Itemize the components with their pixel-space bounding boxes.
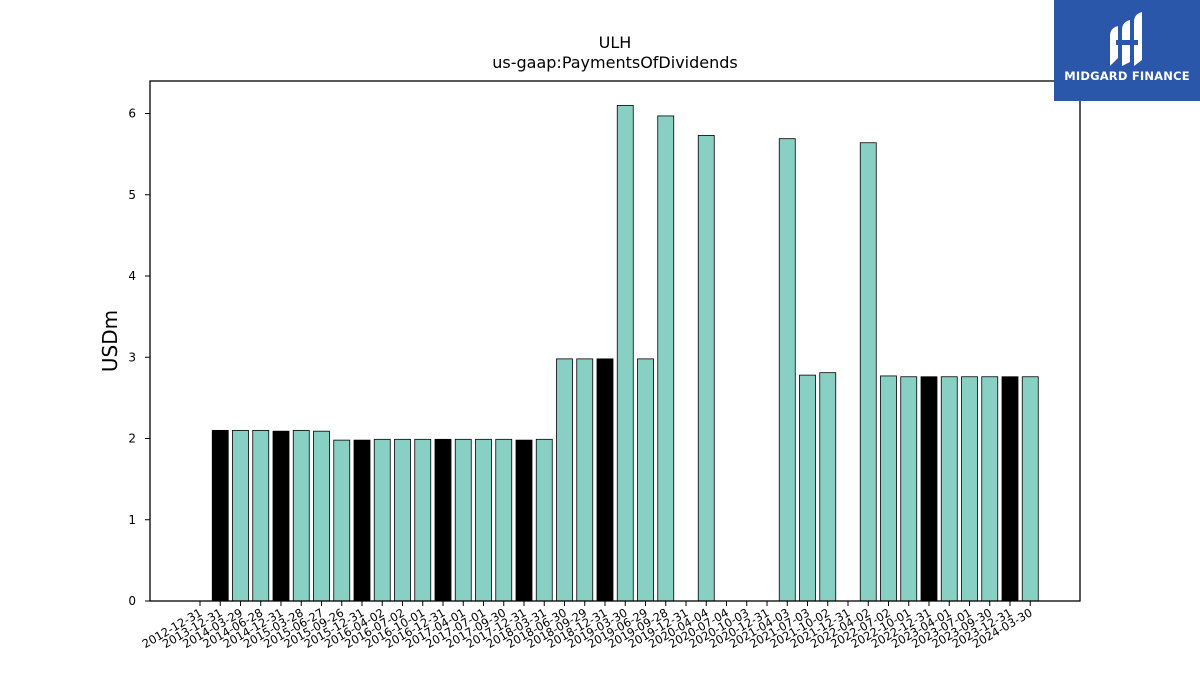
y-tick-label: 5 — [128, 188, 136, 202]
bar-2015-12-31 — [353, 439, 371, 602]
bar-2021-10-02 — [819, 372, 837, 602]
y-ticks-layer: 0 1 2 3 4 5 6 — [128, 107, 150, 608]
bar-2023-09-30 — [981, 376, 999, 602]
bars-layer — [211, 104, 1039, 602]
plot-frame — [149, 80, 1081, 602]
bar-2021-04-03 — [778, 138, 796, 602]
x-ticks-layer: 2012-12-312013-12-312014-03-292014-06-28… — [140, 601, 1035, 651]
bar-2022-12-31 — [920, 376, 938, 602]
bar-2019-09-28 — [657, 115, 675, 602]
bar-2022-07-02 — [880, 375, 897, 602]
bar-2018-03-31 — [535, 438, 553, 602]
bar-2015-03-28 — [292, 429, 310, 602]
bar-2014-12-31 — [272, 430, 290, 602]
bar-2015-09-26 — [333, 439, 351, 602]
bar-2016-07-02 — [394, 438, 411, 602]
y-tick-label: 0 — [128, 594, 136, 608]
bar-2018-09-29 — [576, 358, 594, 602]
bar-2017-12-31 — [515, 439, 533, 602]
midgard-logo-icon — [1110, 12, 1142, 66]
bar-2022-10-01 — [900, 376, 918, 602]
bar-2023-04-01 — [940, 376, 958, 602]
bar-2013-12-31 — [211, 429, 229, 602]
bar-2023-12-31 — [1001, 376, 1019, 602]
bar-2016-12-31 — [434, 438, 452, 602]
y-tick-label: 2 — [128, 432, 136, 446]
y-axis-label: USDm — [98, 310, 122, 372]
bar-2023-07-01 — [961, 376, 978, 602]
chart-subtitle: us-gaap:PaymentsOfDividends — [492, 53, 737, 72]
bar-2017-07-01 — [475, 438, 492, 602]
bar-2016-10-01 — [414, 438, 432, 602]
y-tick-label: 6 — [128, 107, 136, 121]
bar-2015-06-27 — [313, 430, 330, 602]
bar-2022-04-02 — [859, 142, 877, 602]
bar-2017-09-30 — [495, 438, 513, 602]
midgard-finance-logo: MIDGARD FINANCE — [1054, 0, 1200, 101]
bar-2014-06-28 — [252, 429, 270, 602]
bar-2021-07-03 — [799, 374, 816, 602]
chart-title: ULH — [599, 33, 632, 52]
y-tick-label: 1 — [128, 513, 136, 527]
bar-2018-12-31 — [596, 358, 614, 602]
logo-text: MIDGARD FINANCE — [1064, 69, 1190, 83]
bar-2014-03-29 — [232, 429, 249, 602]
bar-2016-04-02 — [373, 438, 391, 602]
bar-2018-06-30 — [556, 358, 573, 602]
bar-2017-04-01 — [454, 438, 472, 602]
bar-2024-03-30 — [1021, 376, 1039, 602]
bar-2020-04-04 — [697, 135, 715, 602]
y-tick-label: 4 — [128, 269, 136, 283]
y-tick-label: 3 — [128, 350, 136, 364]
bar-2019-06-29 — [637, 358, 654, 602]
bar-2019-03-30 — [616, 104, 634, 602]
